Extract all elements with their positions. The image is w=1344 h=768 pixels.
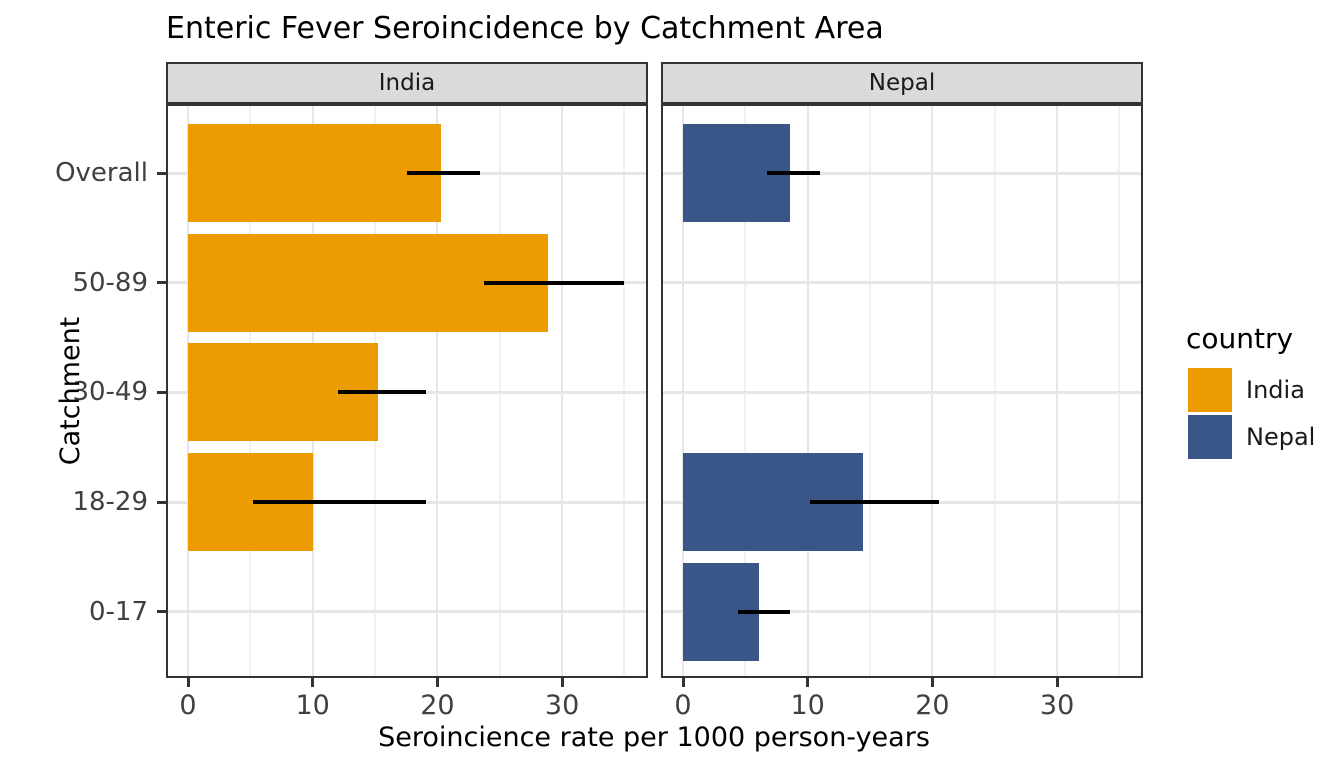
x-tick-label-20: 20	[420, 690, 455, 721]
x-tick-mark-0	[681, 678, 685, 687]
errorbar-nepal-Overall	[766, 171, 821, 175]
x-tick-mark-10	[311, 678, 315, 687]
legend-label-india: India	[1246, 376, 1305, 404]
y-tick-label-0-17: 0-17	[88, 596, 148, 627]
y-tick-mark-18-29	[157, 500, 166, 504]
y-axis-title: Catchment	[55, 316, 86, 466]
x-tick-label-0: 0	[179, 690, 197, 721]
x-axis-title: Seroincience rate per 1000 person-years	[378, 722, 930, 753]
errorbar-india-18-29	[252, 500, 427, 505]
chart-title: Enteric Fever Seroincidence by Catchment…	[166, 11, 884, 46]
errorbar-india-30-49	[337, 390, 427, 395]
x-tick-mark-30	[560, 678, 564, 687]
bar-india-Overall	[188, 124, 442, 222]
gridline-category-0-17	[166, 610, 648, 614]
facet-panel-india	[166, 104, 648, 678]
y-tick-label-Overall: Overall	[55, 158, 148, 188]
y-tick-mark-0-17	[157, 610, 166, 614]
y-tick-label-30-49: 30-49	[72, 377, 148, 408]
errorbar-nepal-0-17	[737, 609, 791, 614]
x-tick-label-10: 10	[295, 690, 330, 721]
errorbar-india-50-89	[483, 280, 625, 285]
x-tick-mark-20	[930, 678, 934, 687]
x-tick-mark-0	[186, 678, 190, 687]
x-tick-label-30: 30	[1039, 690, 1075, 721]
legend-label-nepal: Nepal	[1246, 423, 1316, 451]
y-tick-mark-30-49	[157, 390, 166, 394]
gridline-category-50-89	[661, 281, 1143, 285]
x-tick-mark-20	[435, 678, 439, 687]
gridline-category-0-17	[661, 610, 1143, 614]
legend-title: country	[1186, 322, 1294, 355]
gridline-category-Overall	[661, 171, 1143, 175]
legend-swatch-india	[1188, 368, 1232, 412]
facet-panel-nepal	[661, 104, 1143, 678]
y-tick-mark-50-89	[157, 281, 166, 285]
x-tick-mark-30	[1055, 678, 1059, 687]
x-tick-label-30: 30	[544, 690, 580, 721]
errorbar-india-Overall	[407, 171, 480, 175]
errorbar-nepal-18-29	[810, 500, 939, 505]
x-tick-label-0: 0	[674, 690, 692, 721]
facet-strip-nepal: Nepal	[661, 62, 1143, 104]
y-tick-label-50-89: 50-89	[72, 267, 148, 298]
facet-strip-india: India	[166, 62, 648, 104]
x-tick-label-10: 10	[790, 690, 825, 721]
y-tick-label-18-29: 18-29	[72, 487, 148, 518]
y-tick-mark-Overall	[157, 171, 166, 175]
gridline-category-30-49	[661, 390, 1143, 394]
x-tick-label-20: 20	[915, 690, 950, 721]
legend-swatch-nepal	[1188, 415, 1232, 459]
x-tick-mark-10	[806, 678, 810, 687]
